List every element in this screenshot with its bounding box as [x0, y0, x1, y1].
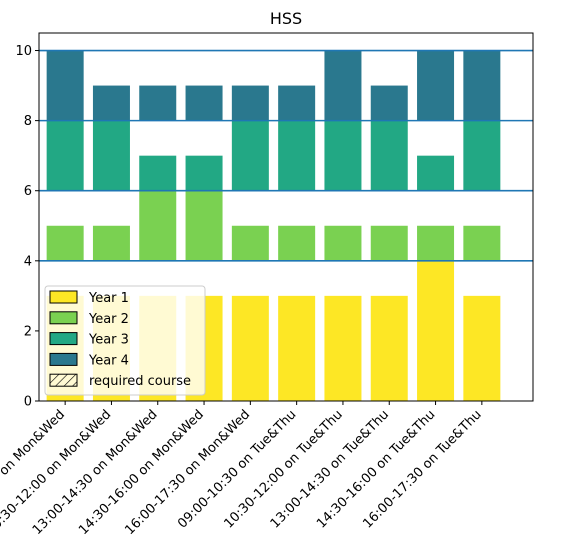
- bar-year4-1: [92, 85, 130, 121]
- bar-year3-7: [370, 120, 408, 191]
- bar-year3-2: [139, 155, 177, 191]
- bar-year2-7: [370, 225, 408, 261]
- bar-year2-0: [46, 225, 84, 261]
- bar-year2-6: [324, 225, 362, 261]
- reference-lines: [39, 49, 533, 262]
- y-tick-label: 0: [24, 395, 32, 410]
- bar-year1-6: [324, 295, 362, 401]
- legend-swatch: [49, 352, 78, 366]
- legend-swatch: [49, 373, 78, 387]
- legend: Year 1 Year 2 Year 3 Year 4 required course: [44, 285, 206, 396]
- bar-year3-0: [46, 120, 84, 191]
- bar-year3-1: [92, 120, 130, 191]
- plot-frame: [38, 32, 534, 402]
- y-tick-label: 10: [15, 44, 32, 59]
- y-tick-label: 8: [24, 114, 32, 129]
- bar-year4-3: [185, 85, 223, 121]
- y-tick-label: 4: [24, 254, 32, 269]
- bar-year2-3: [185, 190, 223, 261]
- bar-year3-4: [231, 120, 269, 191]
- bar-year3-5: [278, 120, 316, 191]
- bar-year3-9: [463, 120, 501, 191]
- chart-title: HSS: [270, 9, 302, 28]
- bar-year4-6: [324, 50, 362, 121]
- y-tick-label: 6: [24, 184, 32, 199]
- legend-swatch: [49, 311, 78, 325]
- legend-swatch: [49, 332, 78, 346]
- bar-year4-5: [278, 85, 316, 121]
- legend-swatch: [49, 290, 78, 304]
- bar-year3-8: [417, 155, 455, 191]
- bar-year4-2: [139, 85, 177, 121]
- legend-label: Year 4: [88, 353, 129, 368]
- bar-year2-5: [278, 225, 316, 261]
- bar-year4-7: [370, 85, 408, 121]
- y-tick-label: 2: [24, 324, 32, 339]
- legend-box: [44, 285, 206, 396]
- bar-year1-5: [278, 295, 316, 401]
- bar-year4-9: [463, 50, 501, 121]
- bar-year1-9: [463, 295, 501, 401]
- bar-year4-0: [46, 50, 84, 121]
- bar-year1-4: [231, 295, 269, 401]
- bar-year1-7: [370, 295, 408, 401]
- bar-year2-8: [417, 225, 455, 261]
- y-axis: 0 2 4 6 8 10: [15, 44, 39, 410]
- bar-year2-1: [92, 225, 130, 261]
- bar-year4-8: [417, 50, 455, 121]
- bar-year2-2: [139, 190, 177, 261]
- bar-year3-3: [185, 155, 223, 191]
- legend-label: Year 1: [88, 291, 129, 306]
- bar-year1-8: [417, 260, 455, 401]
- bar-year4-4: [231, 85, 269, 121]
- legend-label: Year 3: [88, 333, 129, 348]
- legend-label: required course: [89, 374, 191, 389]
- bar-year2-4: [231, 225, 269, 261]
- bar-year3-6: [324, 120, 362, 191]
- legend-label: Year 2: [88, 312, 129, 327]
- bar-year2-9: [463, 225, 501, 261]
